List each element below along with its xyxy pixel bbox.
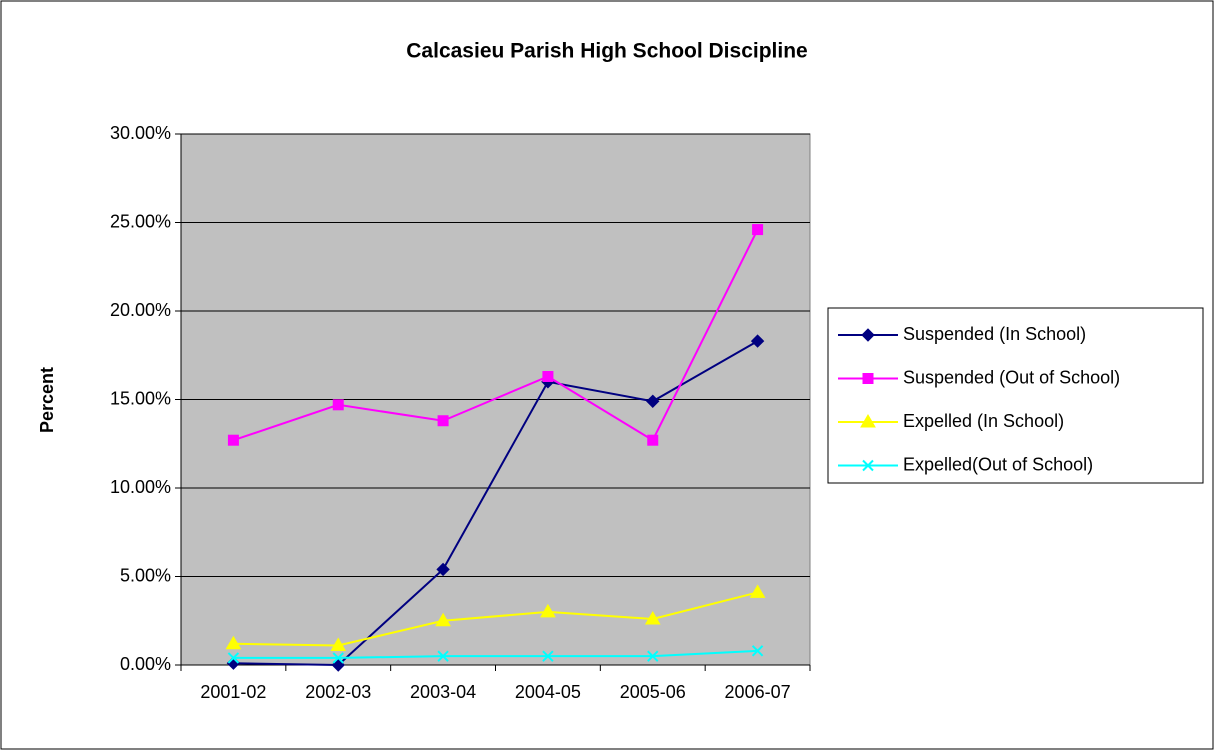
y-tick-label: 0.00% bbox=[120, 654, 171, 674]
marker bbox=[647, 434, 659, 446]
marker bbox=[540, 603, 556, 618]
legend-marker bbox=[861, 328, 875, 342]
marker bbox=[435, 612, 451, 627]
marker bbox=[750, 334, 765, 348]
marker bbox=[227, 434, 239, 446]
x-tick-label: 2003-04 bbox=[410, 682, 476, 702]
legend-label: Expelled (In School) bbox=[903, 411, 1064, 431]
marker bbox=[330, 637, 347, 652]
marker bbox=[437, 650, 449, 662]
x-tick-label: 2006-07 bbox=[725, 682, 791, 702]
marker bbox=[644, 610, 661, 625]
marker bbox=[332, 399, 344, 411]
y-tick-label: 20.00% bbox=[110, 300, 171, 320]
marker bbox=[752, 224, 764, 236]
marker bbox=[751, 645, 764, 657]
marker bbox=[332, 652, 344, 664]
series-line bbox=[233, 229, 759, 442]
y-tick-label: 30.00% bbox=[110, 123, 171, 143]
x-tick-label: 2004-05 bbox=[515, 682, 581, 702]
legend-label: Suspended (In School) bbox=[903, 324, 1086, 344]
marker bbox=[225, 635, 242, 650]
legend-marker bbox=[860, 414, 876, 428]
legend-label: Suspended (Out of School) bbox=[903, 367, 1120, 387]
marker bbox=[542, 370, 554, 382]
series-line bbox=[233, 340, 759, 667]
marker bbox=[646, 394, 660, 408]
chart-title: Calcasieu Parish High School Discipline bbox=[406, 40, 807, 63]
legend-marker bbox=[862, 373, 874, 384]
y-tick-label: 25.00% bbox=[110, 211, 171, 231]
series-line bbox=[233, 591, 758, 647]
legend-box bbox=[827, 307, 1204, 484]
marker bbox=[647, 650, 659, 662]
marker bbox=[749, 584, 766, 598]
y-axis-label: Percent bbox=[37, 367, 57, 433]
marker bbox=[437, 415, 449, 427]
legend-marker bbox=[862, 459, 874, 472]
marker bbox=[542, 650, 554, 662]
series-line bbox=[233, 649, 758, 659]
x-tick-label: 2002-03 bbox=[305, 682, 371, 702]
marker bbox=[436, 562, 450, 577]
y-tick-label: 5.00% bbox=[120, 565, 171, 585]
marker bbox=[227, 652, 240, 664]
y-tick-label: 15.00% bbox=[110, 388, 171, 408]
legend-label: Expelled(Out of School) bbox=[903, 454, 1093, 474]
y-tick-label: 10.00% bbox=[110, 477, 171, 497]
x-tick-label: 2005-06 bbox=[620, 682, 686, 702]
x-tick-label: 2001-02 bbox=[200, 682, 266, 702]
